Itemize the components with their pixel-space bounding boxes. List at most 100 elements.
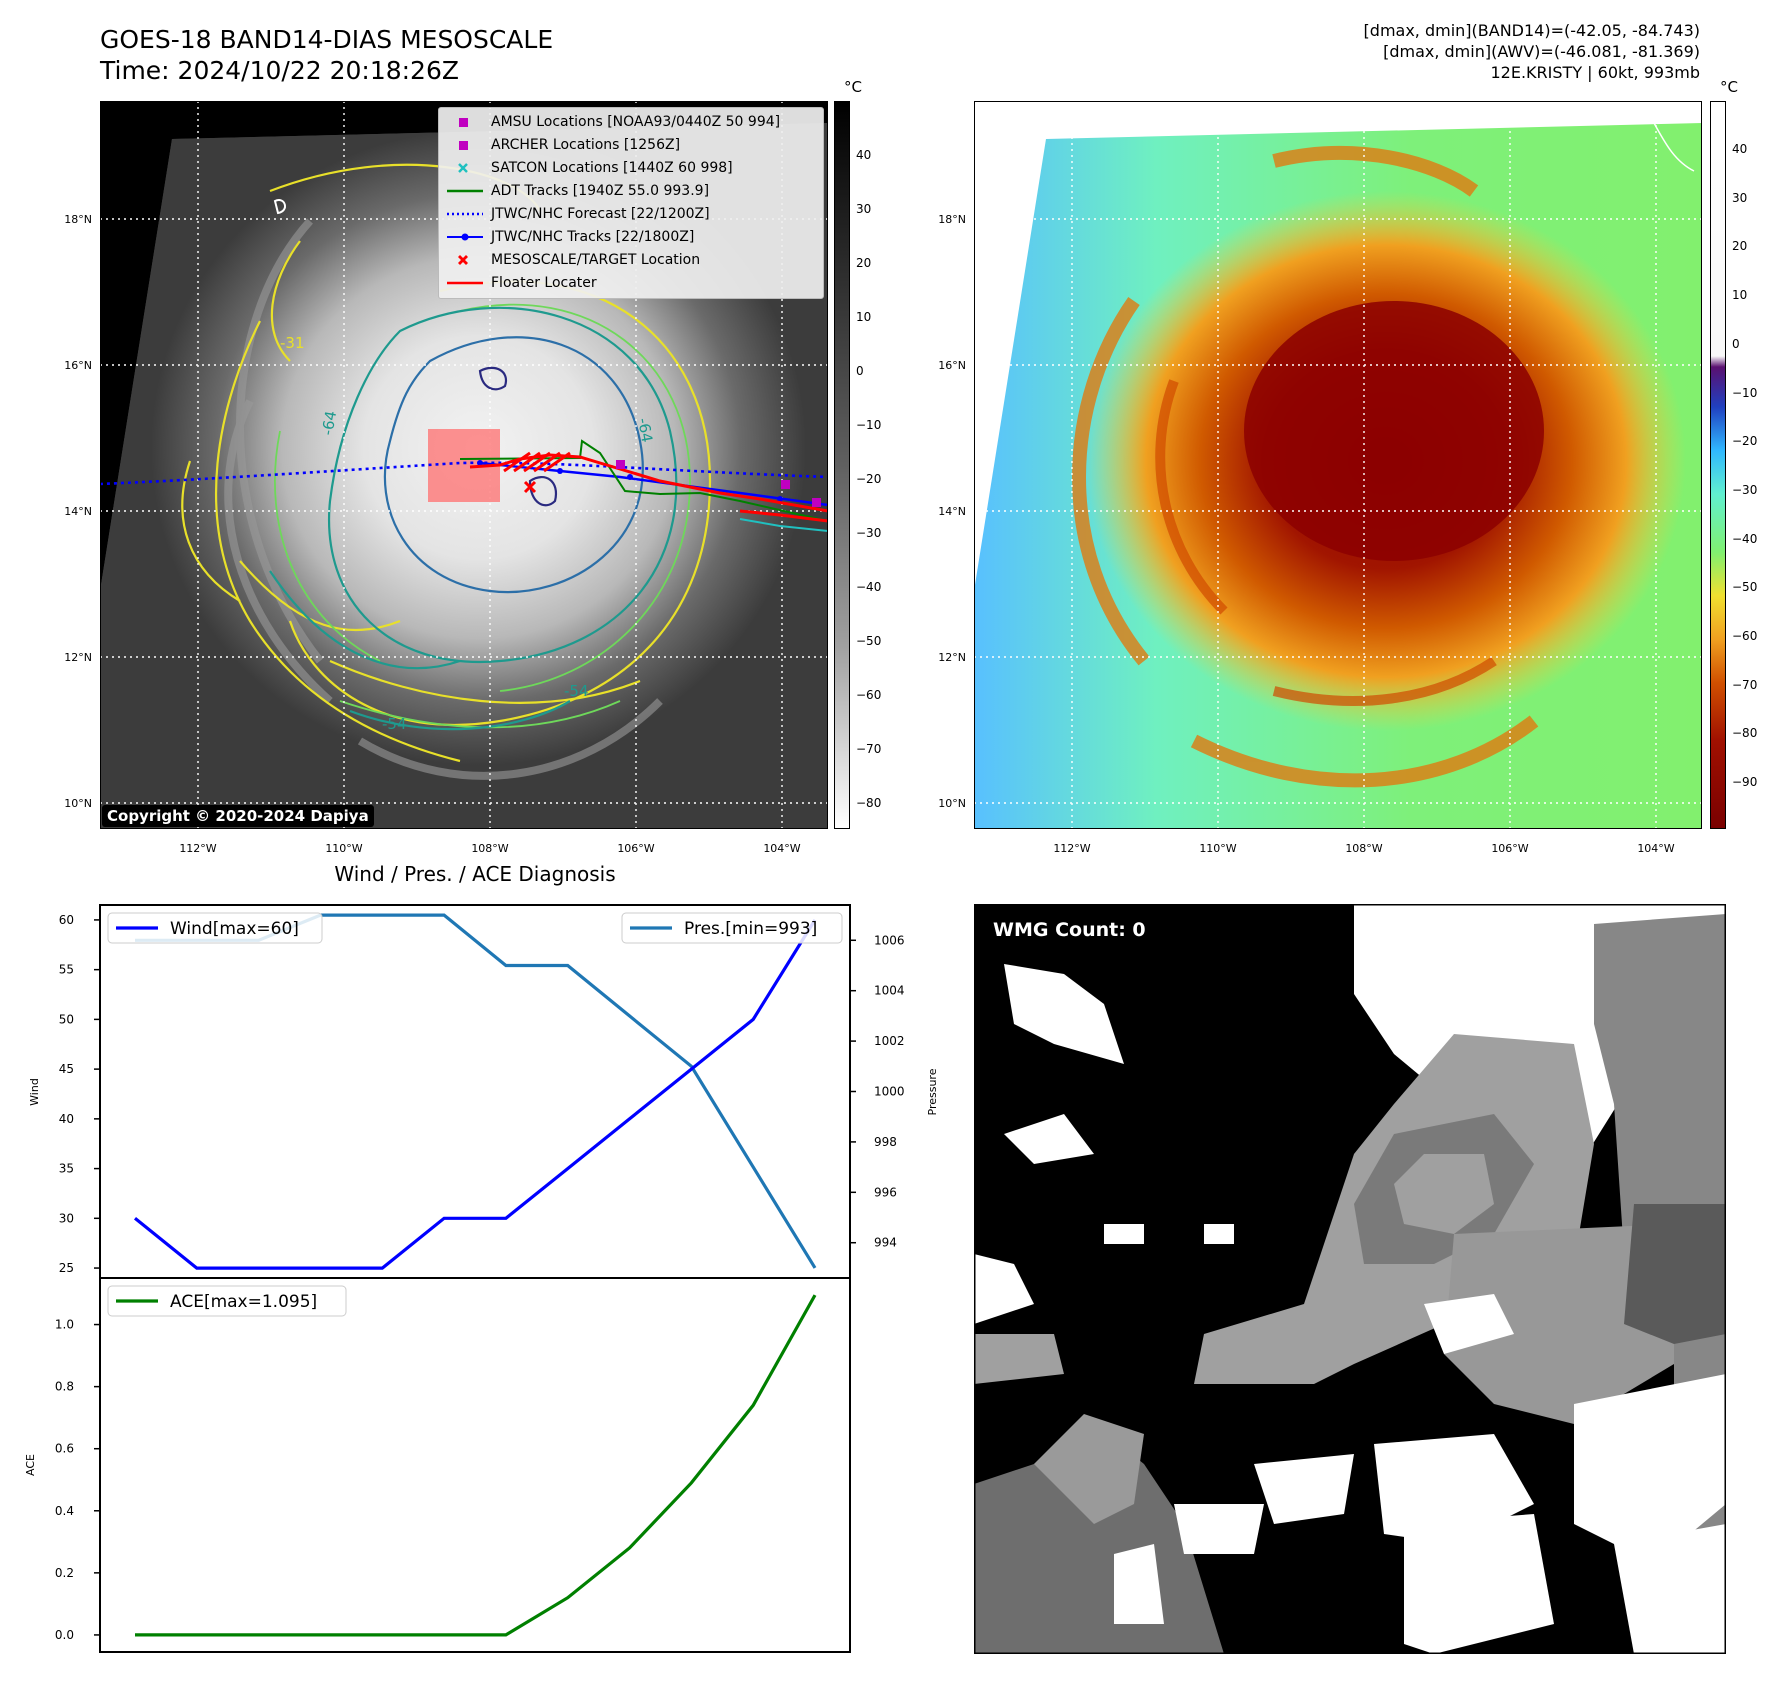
lon-label: 108°W — [1345, 842, 1383, 855]
diagnosis-chart-title: Wind / Pres. / ACE Diagnosis — [334, 862, 616, 886]
y-tick-label: 30 — [59, 1211, 74, 1225]
line-icon — [447, 281, 483, 285]
y-tick-label: 0.4 — [55, 1504, 74, 1518]
amsu-marker — [812, 498, 821, 507]
y-tick-label: 45 — [59, 1062, 74, 1076]
lat-label: 10°N — [64, 797, 92, 810]
ir-satellite-panel: -31 -64 -64 -54 -54 — [99, 100, 829, 830]
dmax-dmin-awv: [dmax, dmin](AWV)=(-46.081, -81.369) — [1383, 42, 1700, 61]
lat-label: 14°N — [64, 505, 92, 518]
lon-label: 108°W — [471, 842, 509, 855]
figure-time: Time: 2024/10/22 20:18:26Z — [100, 56, 459, 85]
ace-axes — [99, 1277, 851, 1653]
ir-colorbar-unit: °C — [844, 78, 862, 96]
y-tick-label: 1000 — [874, 1085, 905, 1099]
ace-axis-label: ACE — [24, 1454, 37, 1476]
awv-satellite-panel — [973, 100, 1703, 830]
wmg-image — [972, 902, 1728, 1656]
lat-label: 16°N — [64, 359, 92, 372]
wmg-panel: WMG Count: 0 — [972, 902, 1728, 1656]
awv-gridlines — [974, 101, 1702, 829]
lat-label: 12°N — [938, 651, 966, 664]
lon-label: 106°W — [1491, 842, 1529, 855]
diagnosis-chart: 25 30 35 40 45 50 55 60 994 996 998 1000 1002 1004 10… — [24, 904, 939, 1653]
y-tick-label: 0.6 — [55, 1442, 74, 1456]
x-marker-icon — [458, 163, 468, 173]
y-tick-label: 0.8 — [55, 1380, 74, 1394]
track-legend: AMSU Locations [NOAA93/0440Z 50 994] ARC… — [438, 107, 824, 299]
line-icon — [447, 189, 483, 193]
storm-info: 12E.KRISTY | 60kt, 993mb — [1490, 63, 1701, 82]
ir-gridlines — [100, 101, 828, 829]
contour-label: -31 — [280, 334, 305, 352]
dotted-line-icon — [447, 212, 483, 216]
lon-label: 112°W — [179, 842, 217, 855]
lon-label: 106°W — [617, 842, 655, 855]
pressure-legend: Pres.[min=993] — [621, 912, 843, 944]
legend-item: Floater Locater — [439, 272, 823, 295]
lat-label: 18°N — [938, 213, 966, 226]
y-tick-label: 1002 — [874, 1034, 905, 1048]
pressure-axis-label: Pressure — [926, 1068, 939, 1115]
y-tick-label: 35 — [59, 1162, 74, 1176]
jtwc-track — [479, 461, 829, 507]
contour-label: -64 — [634, 417, 656, 444]
copyright-badge: Copyright © 2020-2024 Dapiya — [102, 805, 374, 827]
awv-colorbar-unit: °C — [1720, 78, 1738, 96]
floater-locater-track — [469, 451, 829, 523]
awv-satellite-image — [973, 100, 1703, 830]
forecast-track — [99, 461, 829, 486]
awv-colorbar — [1710, 101, 1726, 829]
lat-label: 14°N — [938, 505, 966, 518]
x-marker-icon — [458, 255, 468, 265]
wind-series-line — [133, 919, 817, 1270]
y-tick-label: 1004 — [874, 984, 905, 998]
y-tick-label: 40 — [59, 1112, 74, 1126]
ace-legend: ACE[max=1.095] — [107, 1285, 347, 1317]
legend-item: JTWC/NHC Tracks [22/1800Z] — [439, 226, 823, 249]
lat-label: 10°N — [938, 797, 966, 810]
legend-item: AMSU Locations [NOAA93/0440Z 50 994] — [439, 111, 823, 134]
y-tick-label: 994 — [874, 1236, 897, 1250]
y-tick-label: 1.0 — [55, 1318, 74, 1332]
lon-label: 104°W — [763, 842, 801, 855]
y-tick-label: 1006 — [874, 933, 905, 947]
square-icon — [459, 141, 468, 150]
wind-legend: Wind[max=60] — [107, 912, 323, 944]
wind-pressure-axes — [99, 904, 851, 1279]
y-tick-label: 0.0 — [55, 1628, 74, 1642]
legend-item: ADT Tracks [1940Z 55.0 993.9] — [439, 180, 823, 203]
y-tick-label: 0.2 — [55, 1566, 74, 1580]
wind-axis-label: Wind — [28, 1078, 41, 1106]
lat-label: 18°N — [64, 213, 92, 226]
amsu-marker — [616, 460, 625, 469]
legend-item: ARCHER Locations [1256Z] — [439, 134, 823, 157]
y-tick-label: 50 — [59, 1012, 74, 1026]
pressure-series-line — [135, 913, 817, 1269]
y-tick-label: 25 — [59, 1261, 74, 1275]
ir-colorbar — [834, 101, 850, 829]
lon-label: 104°W — [1637, 842, 1675, 855]
lat-label: 12°N — [64, 651, 92, 664]
line-dot-icon — [447, 233, 483, 241]
contour-labels: -31 -64 -64 -54 -54 — [280, 334, 656, 733]
lat-label: 16°N — [938, 359, 966, 372]
lon-label: 112°W — [1053, 842, 1091, 855]
y-tick-label: 998 — [874, 1135, 897, 1149]
archer-marker — [781, 480, 790, 489]
figure-title: GOES-18 BAND14-DIAS MESOSCALE — [100, 25, 554, 54]
dmax-dmin-band14: [dmax, dmin](BAND14)=(-42.05, -84.743) — [1363, 21, 1700, 40]
lon-label: 110°W — [325, 842, 363, 855]
pressure-legend-label: Pres.[min=993] — [684, 919, 817, 939]
ace-series-line — [135, 1294, 817, 1637]
contour-label: -54 — [564, 682, 589, 700]
lon-label: 110°W — [1199, 842, 1237, 855]
square-icon — [459, 118, 468, 127]
y-tick-label: 60 — [59, 913, 74, 927]
contour-label: -64 — [318, 409, 340, 436]
y-tick-label: 996 — [874, 1185, 897, 1199]
ace-legend-label: ACE[max=1.095] — [170, 1292, 317, 1312]
wind-legend-label: Wind[max=60] — [170, 919, 299, 939]
adt-track — [459, 439, 829, 522]
legend-item: MESOSCALE/TARGET Location — [439, 249, 823, 272]
